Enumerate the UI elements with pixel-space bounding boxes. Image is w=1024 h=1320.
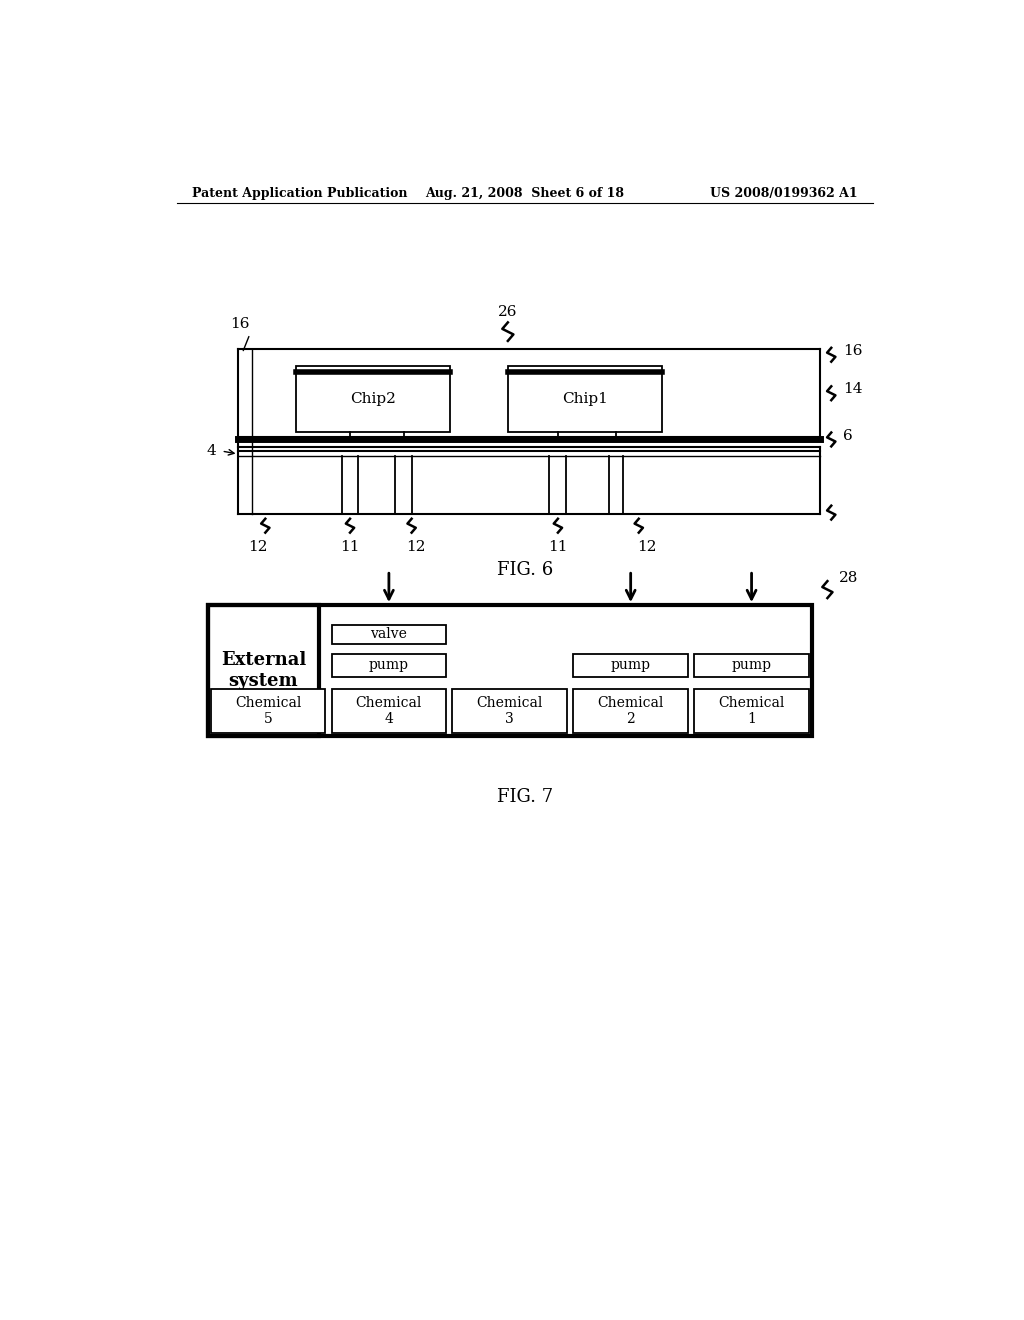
Text: 16: 16 [230, 317, 250, 331]
Text: External
system: External system [221, 651, 306, 690]
Text: Chip2: Chip2 [350, 392, 396, 407]
Bar [296, 366, 451, 432]
Bar [453, 689, 567, 733]
Text: Chemical
3: Chemical 3 [476, 696, 543, 726]
Text: pump: pump [731, 659, 771, 672]
Bar [332, 626, 446, 644]
Bar [208, 605, 812, 737]
Bar [573, 653, 688, 677]
Text: Chip1: Chip1 [562, 392, 608, 407]
Text: valve: valve [371, 627, 408, 642]
Text: Aug. 21, 2008  Sheet 6 of 18: Aug. 21, 2008 Sheet 6 of 18 [425, 186, 625, 199]
Text: 16: 16 [843, 345, 862, 358]
Text: Chemical
2: Chemical 2 [597, 696, 664, 726]
Text: 12: 12 [248, 540, 267, 554]
Text: Chemical
1: Chemical 1 [719, 696, 784, 726]
Bar [211, 689, 326, 733]
Bar [573, 689, 688, 733]
Text: 28: 28 [839, 572, 858, 585]
Text: 26: 26 [498, 305, 517, 319]
Text: US 2008/0199362 A1: US 2008/0199362 A1 [710, 186, 857, 199]
Text: 12: 12 [406, 540, 425, 554]
Bar [508, 366, 662, 432]
Text: 11: 11 [548, 540, 567, 554]
Text: 14: 14 [843, 383, 862, 396]
Text: Patent Application Publication: Patent Application Publication [193, 186, 408, 199]
Text: 12: 12 [637, 540, 656, 554]
Bar [208, 605, 319, 737]
Text: 11: 11 [340, 540, 359, 554]
Text: pump: pump [369, 659, 409, 672]
Bar [332, 689, 446, 733]
Text: 4: 4 [207, 444, 216, 458]
Text: pump: pump [610, 659, 650, 672]
Text: 6: 6 [843, 429, 853, 442]
Text: Chemical
4: Chemical 4 [355, 696, 422, 726]
Text: Chemical
5: Chemical 5 [234, 696, 301, 726]
Text: FIG. 7: FIG. 7 [497, 788, 553, 807]
Text: FIG. 6: FIG. 6 [497, 561, 553, 579]
Bar [332, 653, 446, 677]
Bar [694, 653, 809, 677]
Bar [694, 689, 809, 733]
